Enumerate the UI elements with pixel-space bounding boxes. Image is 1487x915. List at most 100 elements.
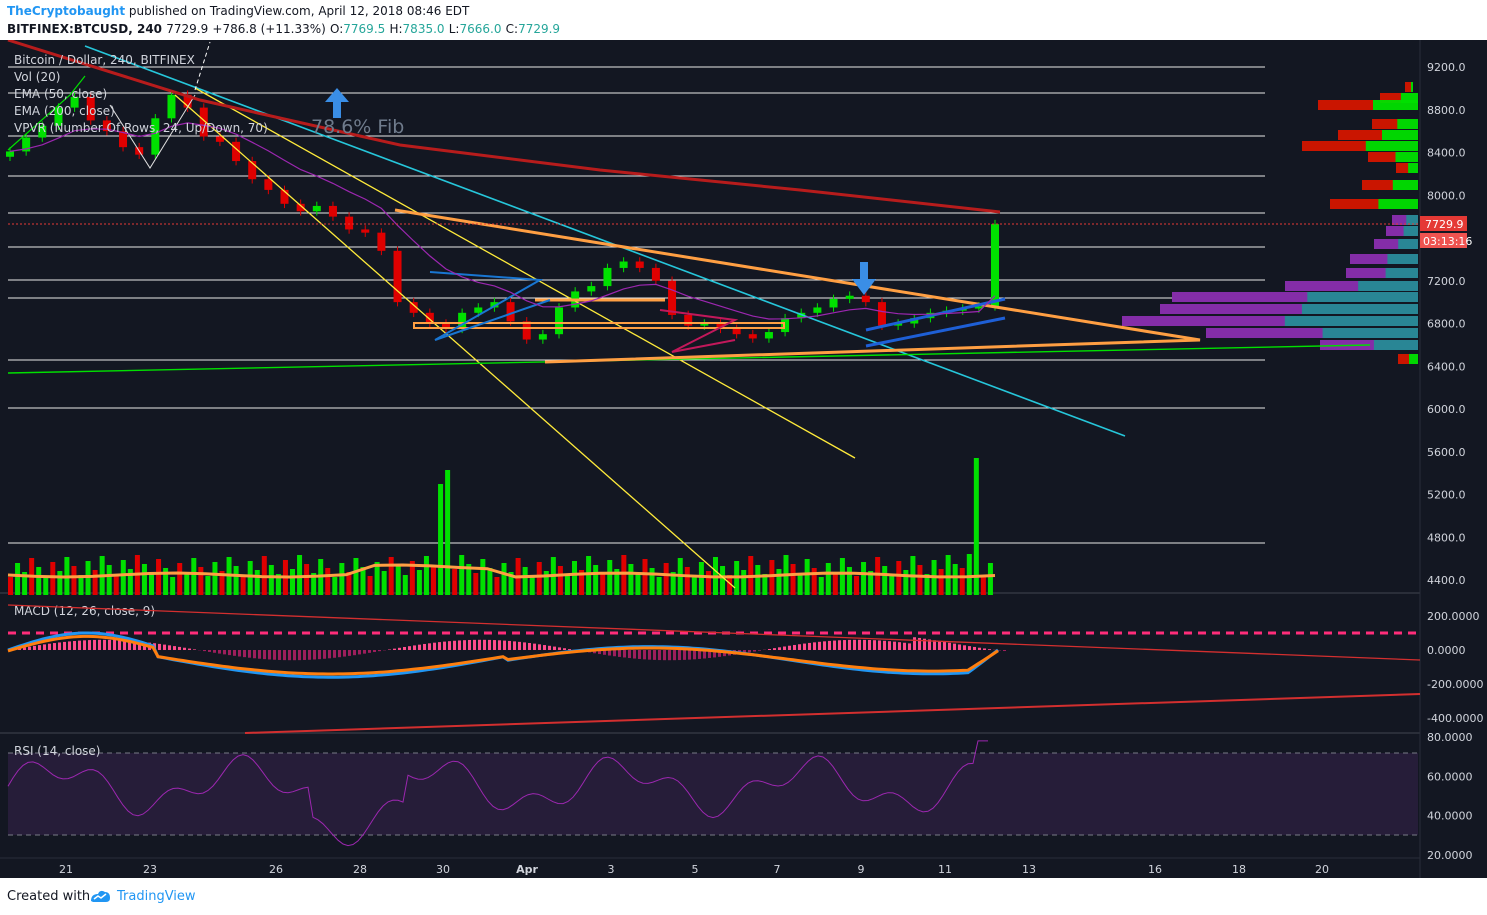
volume-bar (797, 573, 803, 595)
high-value: 7835.0 (402, 22, 445, 36)
macd-hist-bar (318, 650, 321, 660)
volume-bar (564, 575, 570, 595)
legend-item: Vol (20) (14, 70, 60, 84)
up-arrow-icon (325, 88, 349, 118)
legend-item: VPVR (Number Of Rows, 24, Up/Down, 70) (14, 121, 268, 135)
macd-lines (7, 631, 999, 679)
macd-hist-bar (603, 650, 606, 655)
volume-bar (445, 470, 451, 595)
macd-hist-bar (983, 648, 986, 650)
vpvr-row-down (1206, 328, 1323, 338)
vpvr-row-down (1372, 119, 1398, 129)
time-tick-label: 21 (59, 863, 73, 876)
macd-hist-bar (873, 640, 876, 650)
volume-bar (889, 575, 895, 595)
macd-hist-bar (548, 645, 551, 650)
volume-bar (882, 566, 888, 595)
drawn-trendlines (7, 41, 1371, 589)
macd-hist-bar (683, 650, 686, 660)
volume-bar (973, 458, 979, 595)
volume-bar (557, 566, 563, 595)
macd-hist-bar (188, 648, 191, 650)
time-tick-label: 20 (1315, 863, 1329, 876)
macd-hist-bar (18, 648, 21, 650)
volume-bar (854, 576, 859, 595)
macd-hist-bar (338, 650, 341, 658)
macd-hist-bar (668, 650, 671, 661)
volume-bar (987, 563, 993, 595)
macd-hist-bar (408, 646, 411, 650)
volume-bar (593, 565, 599, 595)
macd-hist-bar (753, 650, 756, 652)
countdown-text: 03:13:16 (1423, 235, 1472, 248)
macd-hist-bar (298, 650, 301, 661)
macd-hist-bar (888, 641, 891, 650)
rsi-line (7, 740, 988, 847)
volume-bar (586, 556, 592, 595)
macd-hist-bar (568, 649, 571, 650)
close-label: C: (505, 22, 519, 36)
macd-hist-bar (218, 650, 221, 654)
macd-hist-bar (413, 645, 416, 650)
macd-hist-bar (933, 640, 936, 650)
macd-hist-bar (363, 650, 366, 654)
macd-hist-bar (478, 639, 481, 650)
macd-hist-bar (183, 647, 186, 650)
volume-bar (487, 568, 493, 595)
candle-body (38, 125, 47, 138)
volume-bar (691, 576, 697, 595)
macd-hist-bar (208, 650, 211, 652)
macd-hist-bar (858, 639, 861, 650)
legend-title: Bitcoin / Dollar, 240, BITFINEX (14, 53, 195, 67)
candle-body (619, 261, 628, 268)
price-tick-label: 4400.0 (1427, 574, 1466, 587)
macd-hist-bar (328, 650, 331, 659)
macd-hist-bar (258, 650, 261, 659)
open-label: O: (330, 22, 344, 36)
macd-hist-bar (708, 650, 711, 658)
tradingview-logo-icon[interactable] (88, 887, 112, 905)
macd-hist-bar (848, 639, 851, 650)
volume-bar (846, 567, 852, 595)
published-text: published on TradingView.com, April 12, … (128, 4, 470, 18)
macd-hist-bar (553, 646, 556, 650)
macd-hist-bar (1003, 650, 1006, 652)
volume-bar (790, 564, 796, 595)
volume-bar (670, 572, 676, 595)
volume-bar (959, 568, 965, 595)
volume-bar (177, 563, 183, 595)
tradingview-brand[interactable]: TradingView (117, 889, 196, 904)
macd-hist-bar (928, 639, 931, 650)
volume-bar (698, 562, 704, 595)
volume-bar (395, 566, 401, 595)
macd-hist-bar (373, 650, 376, 653)
candle-body (6, 151, 14, 157)
macd-hist-bar (108, 639, 111, 650)
candle-body (393, 250, 402, 303)
macd-hist-bar (308, 650, 311, 660)
low-label: L: (448, 22, 460, 36)
yellow-trendline-1 (174, 94, 736, 589)
high-label: H: (389, 22, 403, 36)
vpvr-row-down (1330, 199, 1379, 209)
macd-hist-bar (263, 650, 266, 660)
author-link[interactable]: TheCryptobaught (7, 4, 126, 18)
macd-hist-bar (868, 639, 871, 650)
macd-hist-bar (88, 640, 91, 650)
macd-hist-bar (23, 647, 26, 650)
volume-bar (339, 563, 345, 595)
macd-hist-bar (688, 650, 691, 660)
macd-hist-bar (818, 641, 821, 650)
macd-tick-label: 0.0000 (1427, 644, 1466, 657)
macd-hist-bar (343, 650, 346, 657)
volume-bar (71, 566, 77, 595)
chart-canvas[interactable]: 78.6% Fib Bitcoin / Dollar, 240, BITFINE… (0, 40, 1487, 878)
volume-bar (480, 559, 486, 595)
macd-hist-bar (28, 646, 31, 650)
macd-hist-bar (538, 644, 541, 650)
macd-hist-bar (323, 650, 326, 659)
vpvr-row-down (1396, 163, 1409, 173)
volume-bar (861, 562, 867, 595)
volume-bar (536, 562, 542, 595)
price-tick-label: 7200.0 (1427, 275, 1466, 288)
